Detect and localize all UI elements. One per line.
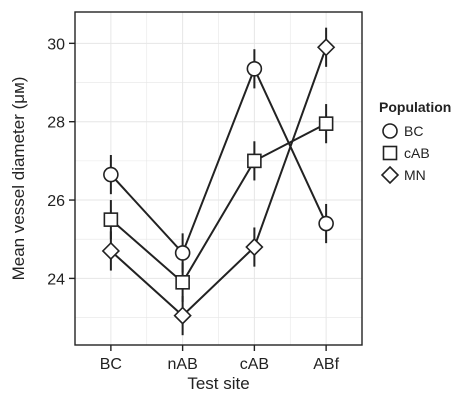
grid-lines — [75, 12, 362, 345]
legend-item-mn: MN — [380, 165, 426, 185]
legend: Population BC cAB MN — [379, 99, 451, 185]
legend-item-cab: cAB — [382, 145, 430, 161]
data-point-cab — [103, 212, 119, 227]
data-point-cab — [318, 116, 334, 131]
series-group — [101, 27, 336, 336]
y-tick-label: 26 — [47, 193, 65, 210]
series-line-mn — [110, 46, 328, 317]
data-point-mn — [101, 241, 121, 261]
data-point-mn — [316, 38, 336, 57]
y-tick-label: 24 — [47, 271, 65, 288]
series-line-cab — [110, 122, 327, 284]
legend-label-mn: MN — [404, 167, 426, 183]
data-point-mn — [245, 237, 264, 257]
y-tick-label: 28 — [47, 115, 65, 132]
legend-label-cab: cAB — [404, 145, 430, 161]
data-point-cab — [175, 275, 190, 290]
legend-swatch-bc — [382, 123, 398, 139]
data-point-bc — [318, 215, 334, 232]
legend-item-bc: BC — [382, 123, 423, 139]
x-axis-label: Test site — [187, 374, 249, 393]
plot-frame — [74, 11, 363, 346]
y-axis-label: Mean vessel diameter (μм) — [9, 77, 28, 281]
legend-label-bc: BC — [404, 123, 423, 139]
data-point-cab — [247, 153, 262, 169]
data-point-bc — [103, 166, 119, 183]
legend-title: Population — [379, 99, 451, 115]
data-point-bc — [174, 245, 191, 261]
x-axis: BC nAB cAB ABf — [100, 345, 340, 373]
series-cab — [103, 104, 334, 302]
data-point-mn — [173, 306, 192, 325]
legend-swatch-mn — [380, 165, 400, 185]
x-tick-label: ABf — [313, 356, 339, 373]
legend-swatch-cab — [382, 145, 398, 161]
x-tick-label: nAB — [168, 356, 198, 373]
data-point-bc — [246, 61, 263, 77]
x-tick-label: BC — [100, 356, 122, 373]
y-tick-label: 30 — [47, 36, 65, 53]
x-tick-label: cAB — [240, 356, 269, 373]
y-axis: 24 26 28 30 — [47, 36, 75, 288]
series-mn — [101, 27, 336, 336]
